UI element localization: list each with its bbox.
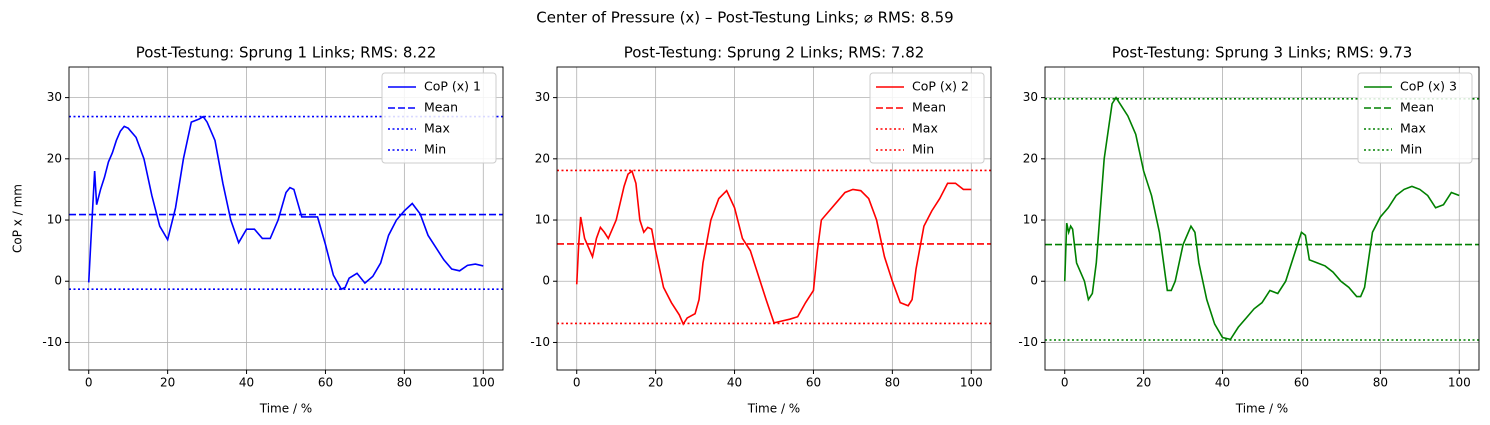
data-line: [575, 169, 972, 326]
data-line: [87, 115, 484, 291]
x-tick-label: 20: [648, 376, 663, 390]
y-tick-label: 30: [1023, 90, 1038, 104]
y-tick-label: 20: [1023, 151, 1038, 165]
y-tick-label: 0: [54, 274, 62, 288]
subplot-title: Post-Testung: Sprung 3 Links; RMS: 9.73: [1112, 44, 1413, 62]
legend-label: CoP (x) 1: [424, 79, 481, 94]
y-tick-label: -10: [530, 335, 550, 349]
legend-label: Mean: [1400, 100, 1434, 115]
x-tick-label: 40: [1215, 376, 1230, 390]
figure-title: Center of Pressure (x) – Post-Testung Li…: [536, 9, 953, 27]
x-tick-label: 40: [239, 376, 254, 390]
legend-label: Max: [424, 121, 450, 136]
x-tick-label: 0: [1061, 376, 1069, 390]
axes-frame: [556, 66, 992, 371]
y-tick-label: 10: [47, 213, 62, 227]
x-tick-label: 100: [1448, 376, 1471, 390]
x-tick-label: 60: [318, 376, 333, 390]
y-tick-label: -10: [42, 335, 62, 349]
x-tick-label: 100: [472, 376, 495, 390]
x-tick-label: 60: [806, 376, 821, 390]
legend: CoP (x) 1 Mean Max Min: [381, 72, 497, 164]
legend-label: Mean: [912, 100, 946, 115]
legend-label: Min: [912, 142, 934, 157]
x-axis-label: Time / %: [259, 402, 312, 416]
x-tick-label: 20: [160, 376, 175, 390]
x-tick-label: 80: [885, 376, 900, 390]
subplot: Post-Testung: Sprung 1 Links; RMS: 8.22 0…: [11, 44, 504, 416]
legend: CoP (x) 2 Mean Max Min: [869, 72, 985, 164]
x-tick-label: 0: [573, 376, 581, 390]
legend-label: Max: [1400, 121, 1426, 136]
subplot: Post-Testung: Sprung 3 Links; RMS: 9.73 0…: [1018, 44, 1480, 416]
subplot-title: Post-Testung: Sprung 2 Links; RMS: 7.82: [624, 44, 925, 62]
x-tick-label: 0: [85, 376, 93, 390]
legend-box: [1357, 72, 1473, 164]
x-tick-label: 80: [1373, 376, 1388, 390]
x-tick-label: 20: [1136, 376, 1151, 390]
legend: CoP (x) 3 Mean Max Min: [1357, 72, 1473, 164]
subplot: Post-Testung: Sprung 2 Links; RMS: 7.82 0…: [530, 44, 992, 416]
y-tick-label: 0: [542, 274, 550, 288]
legend-box: [381, 72, 497, 164]
y-tick-label: 10: [1023, 213, 1038, 227]
axes-frame: [1044, 66, 1480, 371]
x-tick-label: 100: [960, 376, 983, 390]
y-tick-label: 30: [47, 90, 62, 104]
legend-label: Mean: [424, 100, 458, 115]
axes-frame: [68, 66, 504, 371]
y-tick-label: 10: [535, 213, 550, 227]
x-axis-label: Time / %: [1235, 402, 1288, 416]
y-tick-label: 20: [535, 151, 550, 165]
x-tick-label: 40: [727, 376, 742, 390]
data-line: [1063, 96, 1460, 341]
legend-label: CoP (x) 2: [912, 79, 969, 94]
legend-label: Min: [424, 142, 446, 157]
legend-box: [869, 72, 985, 164]
legend-label: Min: [1400, 142, 1422, 157]
x-tick-label: 80: [397, 376, 412, 390]
y-axis-label: CoP x / mm: [11, 184, 25, 253]
y-tick-label: 0: [1030, 274, 1038, 288]
y-tick-label: -10: [1018, 335, 1038, 349]
x-axis-label: Time / %: [747, 402, 800, 416]
y-tick-label: 30: [535, 90, 550, 104]
subplot-title: Post-Testung: Sprung 1 Links; RMS: 8.22: [136, 44, 437, 62]
x-tick-label: 60: [1294, 376, 1309, 390]
y-tick-label: 20: [47, 151, 62, 165]
legend-label: CoP (x) 3: [1400, 79, 1457, 94]
legend-label: Max: [912, 121, 938, 136]
